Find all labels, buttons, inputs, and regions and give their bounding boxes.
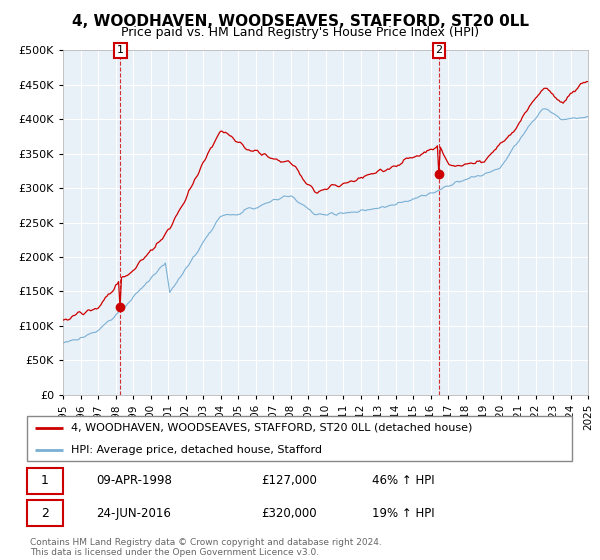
Text: Contains HM Land Registry data © Crown copyright and database right 2024.
This d: Contains HM Land Registry data © Crown c…	[30, 538, 382, 557]
Text: 4, WOODHAVEN, WOODSEAVES, STAFFORD, ST20 0LL: 4, WOODHAVEN, WOODSEAVES, STAFFORD, ST20…	[71, 14, 529, 29]
Text: 19% ↑ HPI: 19% ↑ HPI	[372, 507, 434, 520]
Text: 2: 2	[436, 45, 442, 55]
FancyBboxPatch shape	[27, 416, 572, 460]
Text: £320,000: £320,000	[262, 507, 317, 520]
Text: £127,000: £127,000	[262, 474, 317, 487]
Text: HPI: Average price, detached house, Stafford: HPI: Average price, detached house, Staf…	[71, 445, 322, 455]
Text: 46% ↑ HPI: 46% ↑ HPI	[372, 474, 434, 487]
Text: 4, WOODHAVEN, WOODSEAVES, STAFFORD, ST20 0LL (detached house): 4, WOODHAVEN, WOODSEAVES, STAFFORD, ST20…	[71, 423, 472, 433]
Text: Price paid vs. HM Land Registry's House Price Index (HPI): Price paid vs. HM Land Registry's House …	[121, 26, 479, 39]
FancyBboxPatch shape	[27, 500, 62, 526]
Text: 1: 1	[117, 45, 124, 55]
Text: 1: 1	[41, 474, 49, 487]
Text: 24-JUN-2016: 24-JUN-2016	[96, 507, 170, 520]
Text: 2: 2	[41, 507, 49, 520]
Text: 09-APR-1998: 09-APR-1998	[96, 474, 172, 487]
FancyBboxPatch shape	[27, 468, 62, 494]
